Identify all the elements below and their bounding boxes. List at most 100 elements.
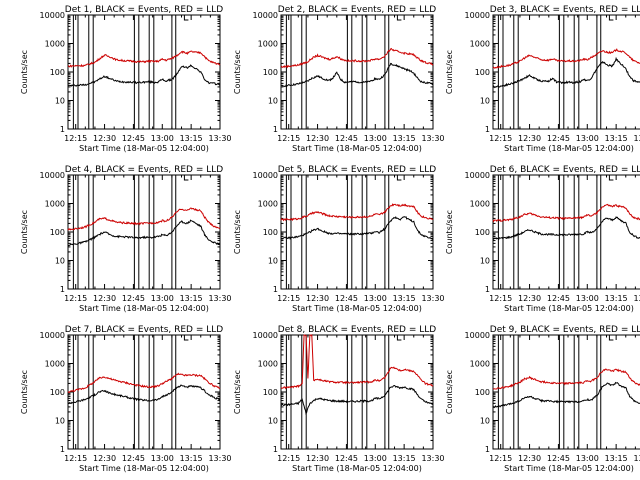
- y-tick-label: 1: [273, 285, 278, 294]
- plot-frame: [67, 14, 221, 130]
- y-tick-label: 10: [268, 97, 278, 106]
- y-tick-label: 100: [475, 388, 490, 397]
- x-tick-label: 13:30: [633, 134, 640, 143]
- y-tick-label: 100: [263, 68, 278, 77]
- panel-title: Det 7, BLACK = Events, RED = LLD: [65, 325, 224, 335]
- y-tick-label: 10000: [465, 11, 490, 20]
- x-tick-label: 13:15: [393, 134, 416, 143]
- x-tick-label: 12:30: [306, 134, 329, 143]
- y-tick-label: 10: [480, 417, 490, 426]
- x-tick-label: 13:00: [576, 454, 599, 463]
- panel-det-1: Det 1, BLACK = Events, RED = LLD 1 10 100 10…: [20, 5, 232, 153]
- x-tick-label: 12:15: [489, 454, 512, 463]
- y-tick-label: 1: [485, 125, 490, 134]
- interval-bracket: [608, 175, 614, 181]
- panel-title: Det 2, BLACK = Events, RED = LLD: [278, 5, 437, 15]
- y-axis-label: Counts/sec: [20, 210, 29, 254]
- y-tick-label: 100: [475, 68, 490, 77]
- panel-det-7: Det 7, BLACK = Events, RED = LLD 1 10 100 10…: [20, 325, 232, 473]
- lld-series-line: [492, 203, 640, 223]
- x-tick-label: 13:00: [364, 134, 387, 143]
- y-tick-label: 1: [273, 445, 278, 454]
- events-series-line: [492, 56, 640, 89]
- events-series-line: [280, 384, 434, 416]
- x-tick-label: 13:15: [605, 134, 628, 143]
- panel-title: Det 6, BLACK = Events, RED = LLD: [490, 165, 640, 175]
- y-tick-label: 100: [263, 228, 278, 237]
- x-tick-label: 12:15: [277, 454, 300, 463]
- x-tick-label: 12:45: [122, 134, 145, 143]
- y-axis-label: Counts/sec: [20, 370, 29, 414]
- y-tick-label: 10000: [40, 171, 65, 180]
- panel-title: Det 9, BLACK = Events, RED = LLD: [490, 325, 640, 335]
- x-tick-label: 13:30: [208, 134, 231, 143]
- interval-bracket: [608, 15, 614, 21]
- x-axis-label: Start Time (18-Mar-05 12:04:00): [504, 144, 634, 153]
- y-tick-label: 100: [50, 388, 65, 397]
- y-tick-label: 10000: [253, 11, 278, 20]
- y-tick-label: 1000: [258, 40, 278, 49]
- x-axis-label: Start Time (18-Mar-05 12:04:00): [79, 144, 209, 153]
- lld-series-line: [67, 207, 221, 231]
- x-axis-label: Start Time (18-Mar-05 12:04:00): [504, 304, 634, 313]
- y-tick-label: 100: [50, 228, 65, 237]
- y-tick-label: 1000: [470, 200, 490, 209]
- x-tick-label: 12:30: [306, 454, 329, 463]
- y-tick-label: 10000: [253, 171, 278, 180]
- y-tick-label: 1000: [45, 360, 65, 369]
- x-tick-label: 12:15: [489, 134, 512, 143]
- plot-frame: [67, 174, 221, 290]
- x-tick-label: 13:15: [180, 294, 203, 303]
- x-axis-label: Start Time (18-Mar-05 12:04:00): [292, 464, 422, 473]
- y-tick-label: 100: [50, 68, 65, 77]
- x-tick-label: 12:15: [64, 454, 87, 463]
- events-series-line: [67, 384, 221, 405]
- panel-det-8: Det 8, BLACK = Events, RED = LLD 1 10 100 10…: [233, 325, 445, 473]
- x-tick-label: 13:30: [633, 454, 640, 463]
- plot-frame: [492, 14, 640, 130]
- events-series-line: [280, 62, 434, 88]
- interval-bracket: [183, 175, 189, 181]
- y-tick-label: 1: [60, 445, 65, 454]
- events-series-line: [492, 381, 640, 409]
- y-tick-label: 1000: [470, 360, 490, 369]
- interval-bracket: [396, 15, 402, 21]
- plot-frame: [280, 14, 434, 130]
- x-tick-label: 13:00: [576, 294, 599, 303]
- x-tick-label: 12:45: [547, 134, 570, 143]
- x-axis-label: Start Time (18-Mar-05 12:04:00): [504, 464, 634, 473]
- y-axis-label: Counts/sec: [233, 210, 242, 254]
- interval-bracket: [183, 15, 189, 21]
- y-axis-label: Counts/sec: [445, 210, 454, 254]
- x-tick-label: 13:15: [180, 134, 203, 143]
- y-tick-label: 10: [55, 257, 65, 266]
- y-tick-label: 10000: [40, 331, 65, 340]
- x-tick-label: 13:15: [605, 294, 628, 303]
- x-tick-label: 13:00: [151, 294, 174, 303]
- x-tick-label: 13:15: [605, 454, 628, 463]
- y-tick-label: 1: [60, 125, 65, 134]
- x-tick-label: 12:45: [122, 294, 145, 303]
- panel-title: Det 4, BLACK = Events, RED = LLD: [65, 165, 224, 175]
- panel-det-3: Det 3, BLACK = Events, RED = LLD 1 10 100 10…: [445, 5, 640, 153]
- x-tick-label: 13:30: [421, 134, 444, 143]
- x-tick-label: 12:30: [518, 454, 541, 463]
- x-axis-label: Start Time (18-Mar-05 12:04:00): [79, 304, 209, 313]
- y-tick-label: 10: [480, 97, 490, 106]
- y-tick-label: 1: [485, 285, 490, 294]
- x-tick-label: 13:30: [421, 454, 444, 463]
- x-tick-label: 12:15: [64, 294, 87, 303]
- x-tick-label: 13:00: [151, 134, 174, 143]
- x-tick-label: 13:30: [208, 294, 231, 303]
- panel-title: Det 1, BLACK = Events, RED = LLD: [65, 5, 224, 15]
- x-tick-label: 12:30: [518, 294, 541, 303]
- x-tick-label: 13:15: [180, 454, 203, 463]
- events-series-line: [492, 216, 640, 241]
- y-axis-label: Counts/sec: [445, 50, 454, 94]
- events-series-line: [280, 215, 434, 240]
- x-tick-label: 13:30: [421, 294, 444, 303]
- y-tick-label: 10000: [253, 331, 278, 340]
- lld-series-line: [67, 50, 221, 68]
- x-tick-label: 13:00: [364, 454, 387, 463]
